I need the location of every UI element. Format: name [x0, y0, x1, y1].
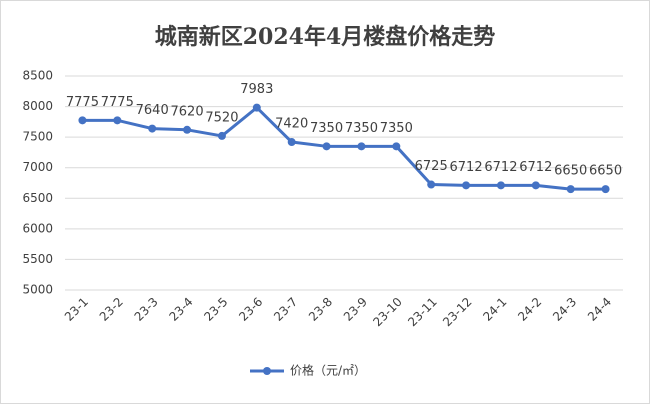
value-label: 6712: [519, 160, 552, 175]
legend-marker: [263, 367, 271, 375]
marker: [287, 138, 296, 147]
marker: [183, 125, 192, 134]
value-label: 6712: [450, 160, 483, 175]
value-label: 7775: [66, 95, 99, 110]
marker: [531, 181, 540, 190]
marker: [496, 181, 505, 190]
y-tick-label: 7500: [22, 130, 53, 144]
y-tick-label: 7000: [22, 160, 53, 174]
y-tick-label: 8000: [22, 99, 53, 113]
value-label: 6650: [554, 164, 587, 179]
y-tick-label: 8500: [22, 69, 53, 83]
marker: [217, 131, 226, 140]
y-tick-label: 5500: [22, 252, 53, 266]
y-tick-label: 5000: [22, 283, 53, 297]
marker: [113, 116, 122, 125]
marker: [427, 180, 436, 189]
marker: [78, 116, 87, 125]
marker: [357, 142, 366, 151]
value-label: 7420: [275, 117, 308, 132]
value-label: 7350: [380, 121, 413, 136]
value-label: 6725: [415, 159, 448, 174]
value-label: 7775: [101, 95, 134, 110]
value-label: 6650: [589, 164, 622, 179]
value-label: 7640: [136, 103, 169, 118]
marker: [148, 124, 157, 133]
marker: [252, 103, 261, 112]
marker: [566, 185, 575, 194]
value-label: 7350: [310, 121, 343, 136]
value-label: 7520: [205, 110, 238, 125]
value-label: 7620: [171, 104, 204, 119]
marker: [601, 185, 610, 194]
marker: [462, 181, 471, 190]
line: [82, 106, 606, 191]
marker: [392, 142, 401, 151]
value-label: 7350: [345, 121, 378, 136]
marker: [322, 142, 331, 151]
legend-label: 价格（元/㎡）: [290, 363, 366, 378]
chart-title: 城南新区2024年4月楼盘价格走势: [155, 24, 496, 50]
value-label: 6712: [484, 160, 517, 175]
y-tick-label: 6500: [22, 191, 53, 205]
value-label: 7983: [240, 82, 273, 97]
y-tick-label: 6000: [22, 221, 53, 235]
